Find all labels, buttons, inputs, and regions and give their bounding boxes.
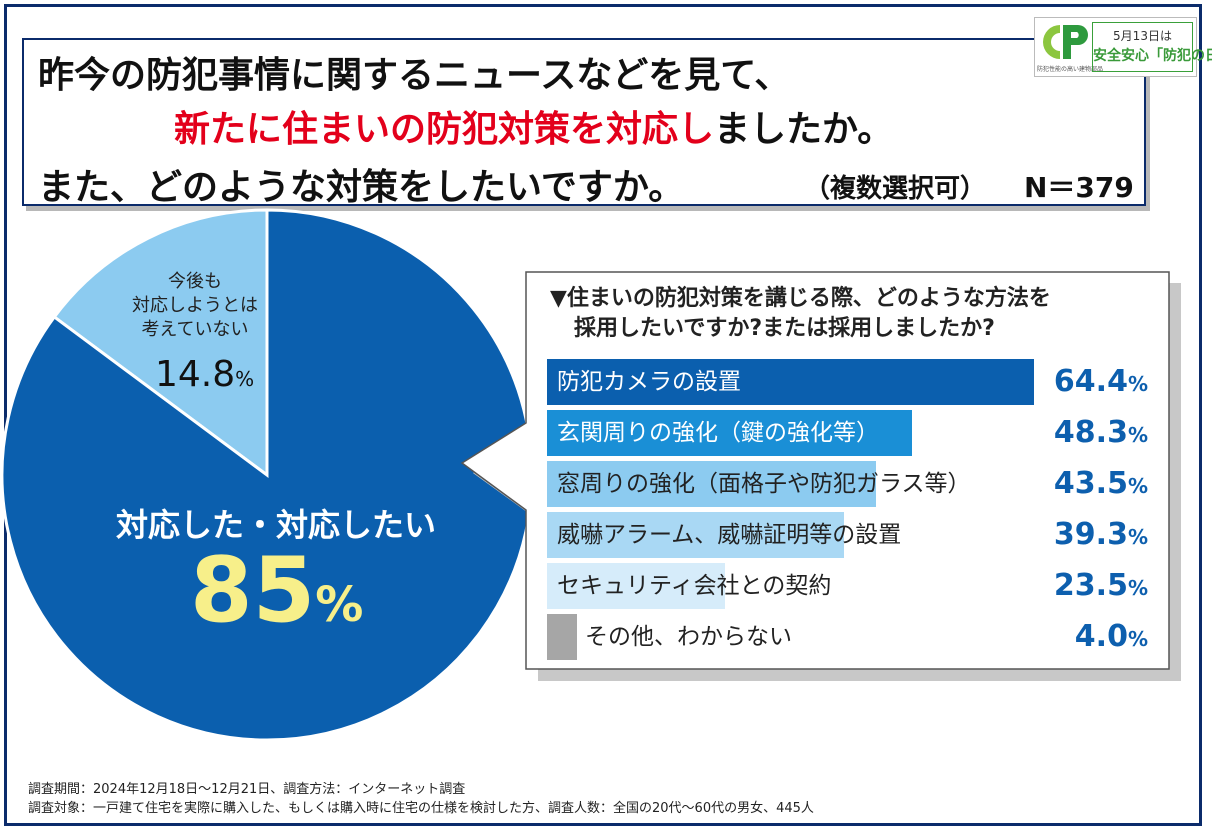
multi-select-note: （複数選択可）: [804, 174, 987, 204]
bar-value-unit: %: [1127, 423, 1148, 447]
bar-value: 23.5%: [1048, 563, 1148, 611]
pie-slice-major: [0, 208, 534, 742]
logo-line-1: 5月13日は: [1113, 29, 1172, 43]
bar-value-number: 39.3: [1053, 517, 1128, 552]
bar-5: [547, 614, 577, 660]
pie-slice-minor: [52, 208, 269, 478]
bar-label: 窓周りの強化（面格子や防犯ガラス等）: [557, 471, 971, 497]
bar-label: その他、わからない: [585, 624, 792, 650]
bar-value: 4.0%: [1048, 614, 1148, 662]
pie-minor-value: 14.8%: [155, 354, 254, 395]
bar-0: [547, 359, 1034, 405]
pie-minor-number: 14.8: [155, 354, 236, 395]
sample-size: N＝379: [1024, 171, 1134, 204]
survey-period-note: 調査期間：2024年12月18日～12月21日、調査方法：インターネット調査: [28, 782, 466, 797]
bar-panel-title: ▼住まいの防犯対策を講じる際、どのような方法を 採用したいですか?または採用しま…: [550, 284, 1051, 344]
title-line-1: 昨今の防犯事情に関するニュースなどを見て、: [38, 55, 791, 96]
bar-value-unit: %: [1127, 525, 1148, 549]
bar-value-unit: %: [1127, 372, 1148, 396]
pie-major-label: 対応した・対応したい: [115, 506, 436, 544]
pie-minor-unit: %: [235, 367, 255, 391]
bar-panel-title-line: ▼住まいの防犯対策を講じる際、どのような方法を: [550, 286, 1051, 311]
pie-major-number: 85: [190, 538, 316, 643]
title-line-2-tail: ましたか。: [714, 109, 894, 150]
title-line-2: 新たに住まいの防犯対策を対応しましたか。: [174, 100, 893, 152]
bar-value-number: 23.5: [1053, 568, 1128, 603]
bar-value: 39.3%: [1048, 512, 1148, 560]
bar-3: [547, 512, 844, 558]
bar-label: 威嚇アラーム、威嚇証明等の設置: [557, 522, 902, 548]
bar-value: 48.3%: [1048, 410, 1148, 458]
bar-1: [547, 410, 912, 456]
logo-line-2: 安全安心「防犯の日」: [1093, 48, 1212, 64]
pie-minor-label-line: 対応しようとは: [132, 295, 258, 316]
bar-panel-title-line: 採用したいですか?または採用しましたか?: [574, 316, 995, 341]
pie-minor-label-line: 今後も: [168, 271, 222, 292]
bar-value-unit: %: [1127, 474, 1148, 498]
question-title-box: 昨今の防犯事情に関するニュースなどを見て、 新たに住まいの防犯対策を対応しました…: [22, 38, 1146, 208]
pie-major-value: 85%: [190, 538, 363, 643]
bar-value-unit: %: [1127, 576, 1148, 600]
title-highlight: 新たに住まいの防犯対策を対応し: [174, 109, 715, 150]
logo-subtext: 防犯性能の高い建物部品: [1037, 66, 1104, 73]
title-line-3: また、どのような対策をしたいですか。: [38, 167, 685, 208]
bar-value-number: 64.4: [1053, 364, 1128, 399]
bar-value: 43.5%: [1048, 461, 1148, 509]
pie-minor-label-line: 考えていない: [141, 319, 249, 340]
pie-minor-label: 今後も 対応しようとは 考えていない: [110, 270, 280, 342]
bar-value-unit: %: [1127, 627, 1148, 651]
bar-value: 64.4%: [1048, 359, 1148, 407]
cp-mark-icon: [1043, 25, 1088, 59]
bar-value-number: 48.3: [1053, 415, 1128, 450]
logo-textbox: 5月13日は 安全安心「防犯の日」: [1092, 22, 1212, 72]
crime-prevention-logo: 防犯性能の高い建物部品 5月13日は 安全安心「防犯の日」: [1034, 17, 1212, 77]
bar-value-number: 43.5: [1053, 466, 1128, 501]
bar-4: [547, 563, 725, 609]
pie-major-unit: %: [315, 577, 364, 633]
bar-label: 玄関周りの強化（鍵の強化等）: [557, 420, 879, 446]
bar-label: 防犯カメラの設置: [557, 369, 741, 395]
bar-label: セキュリティ会社との契約: [557, 573, 832, 599]
survey-target-note: 調査対象：一戸建て住宅を実際に購入した、もしくは購入時に住宅の仕様を検討した方、…: [28, 801, 814, 816]
bar-value-number: 4.0: [1074, 619, 1128, 654]
bar-2: [547, 461, 876, 507]
